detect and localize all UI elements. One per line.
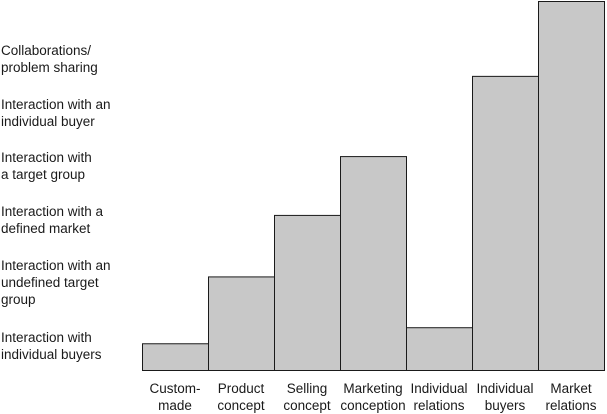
bar-4 bbox=[340, 156, 407, 371]
y-level-label-6: Collaborations/ problem sharing bbox=[1, 43, 98, 75]
y-level-label-2: Interaction with an undefined target gro… bbox=[1, 258, 111, 307]
x-tick-label-6: Individual buyers bbox=[476, 381, 534, 413]
y-level-label-3: Interaction with a defined market bbox=[1, 204, 104, 236]
y-level-label-1: Interaction with individual buyers bbox=[1, 330, 102, 362]
y-level-label-5: Interaction with an individual buyer bbox=[1, 97, 111, 129]
bar-2 bbox=[208, 276, 275, 372]
y-level-label-4: Interaction with a target group bbox=[1, 150, 92, 182]
x-tick-label-1: Custom- made bbox=[149, 381, 201, 413]
bar-7 bbox=[538, 1, 605, 371]
x-tick-label-5: Individual relations bbox=[410, 381, 468, 413]
x-tick-label-2: Product concept bbox=[217, 381, 265, 413]
bar-3 bbox=[274, 214, 341, 371]
x-tick-label-4: Marketing conception bbox=[340, 381, 406, 413]
bar-5 bbox=[406, 327, 473, 371]
x-tick-label-3: Selling concept bbox=[283, 381, 331, 413]
bar-1 bbox=[142, 343, 209, 371]
bar-6 bbox=[472, 75, 539, 371]
x-tick-label-7: Market relations bbox=[545, 381, 597, 413]
